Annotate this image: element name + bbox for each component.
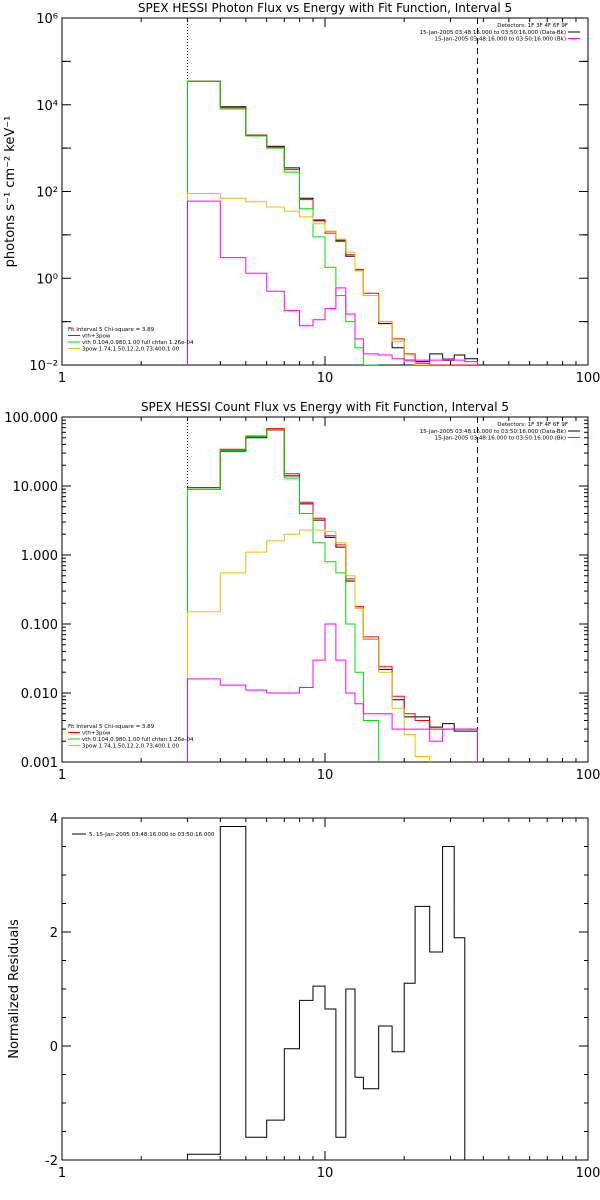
legend-entry: 15-Jan-2005 03:48:16.000 to 03:50:16.000… <box>435 436 566 442</box>
x-tick-label: 100 <box>576 1166 600 1181</box>
series-data-bk <box>187 429 478 762</box>
y-tick-label: 4 <box>50 812 58 827</box>
y-tick-label: 1.000 <box>21 549 58 564</box>
x-tick-label: 100 <box>576 371 600 386</box>
series-vth-3pow <box>187 80 478 365</box>
legend-entry: 15-Jan-2005 03:48:16.000 to 03:50:16.000… <box>435 37 566 43</box>
series-bk <box>187 623 478 762</box>
y-tick-label: 10⁻² <box>29 359 58 374</box>
x-tick-label: 1 <box>58 768 66 783</box>
fit-legend-header: Fit Interval 5 Chi-square = 3.89 <box>68 327 155 333</box>
y-tick-label: 10.000 <box>13 480 59 495</box>
y-tick-label: 10⁶ <box>36 12 58 27</box>
series-vth <box>187 429 380 762</box>
series-5-15-jan-2005-03-48-16-000-to-03-50-16-000 <box>187 826 478 1160</box>
y-tick-label: 2 <box>50 926 58 941</box>
fit-legend-entry: 3pow 1.74,1.50,12.2,0.73,400,1.00 <box>82 347 180 353</box>
x-tick-label: 100 <box>576 768 600 783</box>
series-bk <box>187 200 478 365</box>
legend-entry: 15-Jan-2005 03:48:16.000 to 03:50:16.000… <box>420 30 566 36</box>
y-tick-label: 10⁴ <box>36 99 58 114</box>
fit-legend-entry: vth+3pow <box>82 731 111 737</box>
legend-entry: 15-Jan-2005 03:48:16.000 to 03:50:16.000… <box>420 429 566 435</box>
legend-detectors: Detectors: 1F 3F 4F 6F 9F <box>497 422 568 428</box>
count-flux-panel: SPEX HESSI Count Flux vs Energy with Fit… <box>4 400 600 783</box>
legend-entry: 5. 15-Jan-2005 03:48:16.000 to 03:50:16.… <box>89 832 215 838</box>
fit-legend-entry: vth 0.104,0.980,1.00 full chfan 1.26e-04 <box>82 737 194 743</box>
y-tick-label: 0.001 <box>21 756 58 771</box>
chart-title: SPEX HESSI Count Flux vs Energy with Fit… <box>141 400 509 414</box>
x-tick-label: 10 <box>317 371 334 386</box>
y-tick-label: 0.010 <box>21 687 58 702</box>
x-tick-label: 1 <box>58 1166 66 1181</box>
photon-flux-panel: SPEX HESSI Photon Flux vs Energy with Fi… <box>3 1 600 386</box>
fit-legend-entry: vth+3pow <box>82 334 111 340</box>
fit-legend-entry: vth 0.104,0.980,1.00 full chfan 1.26e-04 <box>82 340 194 346</box>
y-tick-label: 10⁰ <box>36 272 58 287</box>
series-3pow <box>187 529 431 762</box>
series-3pow <box>187 193 430 365</box>
y-tick-label: 0 <box>50 1040 58 1055</box>
series-vth-3pow <box>187 428 478 762</box>
y-axis-label: photons s⁻¹ cm⁻² keV⁻¹ <box>3 116 18 268</box>
chart-title: SPEX HESSI Photon Flux vs Energy with Fi… <box>138 1 512 15</box>
y-tick-label: 100.000 <box>4 411 58 426</box>
fit-legend-entry: 3pow 1.74,1.50,12.2,0.73,400,1.00 <box>82 744 180 750</box>
x-tick-label: 10 <box>317 1166 334 1181</box>
plot-frame <box>61 416 589 763</box>
x-tick-label: 1 <box>58 371 66 386</box>
series-data-bk <box>187 80 478 365</box>
residuals-panel: Normalized Residuals 1 10 100 -2 0 2 4 5. 15-Jan… <box>7 812 600 1181</box>
x-tick-label: 10 <box>317 768 334 783</box>
y-tick-label: -2 <box>45 1154 58 1169</box>
legend-detectors: Detectors: 1F 3F 4F 6F 9F <box>497 23 568 29</box>
series-vth <box>187 80 379 365</box>
y-axis-label: Normalized Residuals <box>7 919 22 1059</box>
y-tick-label: 10² <box>36 186 58 201</box>
y-tick-label: 0.100 <box>21 618 58 633</box>
fit-legend-header: Fit Interval 5 Chi-square = 3.89 <box>68 724 155 730</box>
